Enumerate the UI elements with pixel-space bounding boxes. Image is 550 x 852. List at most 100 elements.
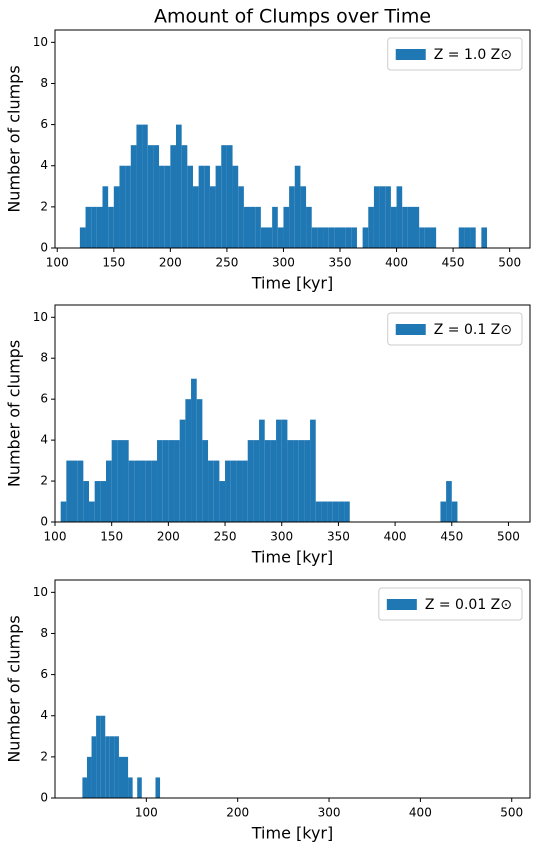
bar: [225, 460, 231, 522]
bar: [451, 501, 458, 522]
bar: [300, 186, 307, 248]
bar: [179, 419, 186, 522]
legend-frame: [387, 37, 523, 71]
bar: [106, 460, 112, 522]
bar: [293, 440, 299, 522]
y-tick-label: 8: [40, 76, 48, 90]
legend-label: Z = 1.0 Z⊙: [434, 47, 512, 63]
x-tick-label: 450: [440, 530, 463, 544]
bar: [276, 419, 282, 522]
bar: [259, 419, 265, 522]
bar: [215, 165, 222, 248]
bar: [204, 165, 210, 248]
bar: [105, 736, 110, 798]
y-tick-label: 6: [40, 667, 48, 681]
legend: Z = 0.01 Z⊙: [378, 587, 523, 621]
bar: [424, 227, 431, 248]
y-tick-label: 4: [40, 433, 48, 447]
x-tick-label: 500: [497, 530, 520, 544]
x-tick-label: 300: [318, 806, 341, 820]
bar: [147, 145, 154, 248]
legend-swatch: [395, 324, 426, 335]
bar: [321, 501, 328, 522]
legend-swatch: [386, 599, 417, 610]
bar: [91, 206, 97, 248]
bar: [174, 440, 180, 522]
bar: [86, 756, 92, 798]
bar: [208, 460, 214, 522]
x-tick-label: 400: [409, 806, 432, 820]
bar: [270, 440, 277, 522]
bar: [440, 501, 447, 522]
bar: [159, 165, 165, 248]
y-tick-label: 6: [40, 392, 48, 406]
legend-label: Z = 0.01 Z⊙: [425, 597, 512, 613]
x-tick-label: 500: [498, 256, 521, 270]
bar: [470, 227, 476, 248]
bar: [145, 460, 152, 522]
legend-swatch: [395, 49, 426, 60]
bar: [323, 227, 329, 248]
bar: [137, 777, 142, 798]
x-tick-label: 100: [44, 530, 67, 544]
bar: [464, 227, 471, 248]
bar: [113, 186, 120, 248]
bar: [481, 227, 488, 248]
bar: [304, 440, 311, 522]
bar: [289, 186, 295, 248]
bar: [264, 440, 271, 522]
bar: [345, 227, 352, 248]
bar: [60, 501, 67, 522]
bar: [390, 206, 397, 248]
bar: [176, 124, 182, 248]
bar: [130, 145, 137, 248]
bar: [125, 165, 131, 248]
bar: [306, 206, 312, 248]
axes-frame: [54, 29, 531, 249]
bar: [85, 206, 92, 248]
bar: [118, 756, 124, 798]
bar: [209, 186, 216, 248]
y-axis-label: Number of clumps: [5, 340, 24, 487]
bar: [153, 145, 160, 248]
bar: [351, 227, 357, 248]
bar: [315, 501, 322, 522]
bar: [255, 206, 261, 248]
bar: [219, 481, 226, 522]
bar: [242, 460, 248, 522]
bar: [385, 186, 391, 248]
bar: [134, 460, 141, 522]
bar: [136, 124, 143, 248]
bar: [66, 460, 73, 522]
bar: [283, 206, 290, 248]
bar: [373, 186, 380, 248]
y-tick-label: 10: [33, 35, 48, 49]
x-tick-label: 200: [157, 530, 180, 544]
bar: [458, 227, 465, 248]
x-tick-label: 100: [135, 806, 158, 820]
bar: [332, 501, 339, 522]
x-tick-label: 150: [102, 256, 125, 270]
chart-title: Amount of Clumps over Time: [154, 6, 431, 28]
x-tick-label: 450: [442, 256, 465, 270]
bar: [328, 227, 335, 248]
bar: [368, 206, 374, 248]
bar: [310, 419, 316, 522]
bar: [344, 501, 350, 522]
bar: [123, 756, 129, 798]
bar: [168, 440, 175, 522]
bar: [232, 165, 239, 248]
bar: [287, 440, 294, 522]
bar: [181, 145, 188, 248]
y-tick-label: 2: [40, 474, 48, 488]
bar: [114, 736, 119, 798]
bar: [151, 460, 158, 522]
bar: [272, 206, 278, 248]
axes-frame: [54, 304, 531, 523]
bar: [111, 440, 118, 522]
y-tick-label: 0: [40, 515, 48, 529]
bar: [185, 399, 192, 522]
legend: Z = 0.1 Z⊙: [387, 312, 523, 346]
x-tick-label: 300: [272, 256, 295, 270]
